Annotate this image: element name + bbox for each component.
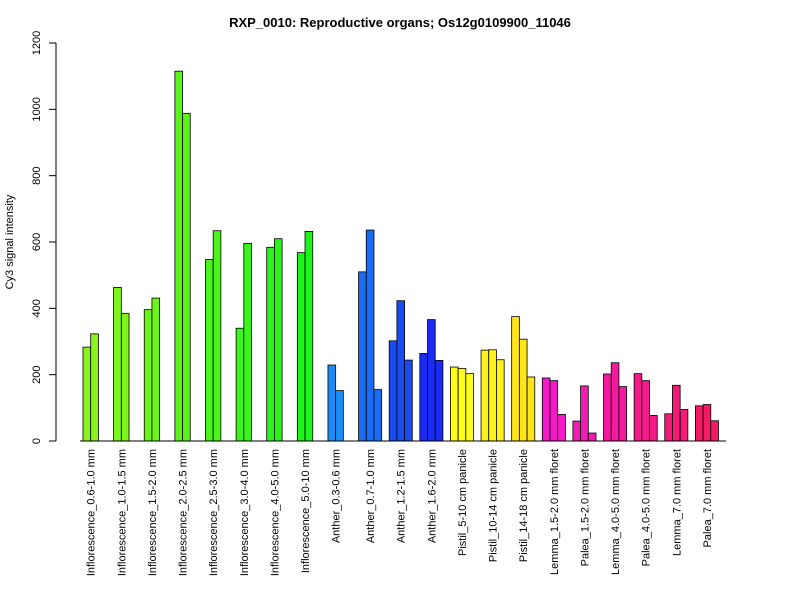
- bar: [587, 432, 597, 442]
- bar: [182, 112, 191, 442]
- bar: [434, 359, 444, 442]
- category-label: Lemma_4.0-5.0 mm floret: [610, 449, 622, 575]
- category-label: Inflorescence_2.5-3.0 mm: [208, 449, 220, 576]
- bar: [649, 415, 658, 442]
- bar: [572, 420, 582, 442]
- bar: [664, 413, 673, 442]
- bar: [365, 229, 375, 442]
- bar: [404, 359, 413, 442]
- bar: [151, 297, 161, 442]
- bar: [82, 346, 92, 442]
- category-label: Inflorescence_1.5-2.0 mm: [147, 449, 159, 576]
- bar: [672, 384, 681, 442]
- bar: [427, 319, 436, 442]
- bar: [358, 271, 367, 442]
- y-tick-label: 400: [31, 299, 43, 317]
- bar: [496, 359, 505, 442]
- bar: [679, 409, 689, 442]
- y-tick-label: 600: [31, 233, 43, 251]
- y-axis-label: Cy3 signal intensity: [4, 194, 16, 289]
- bar: [702, 404, 712, 442]
- y-tick-label: 1200: [31, 31, 43, 55]
- category-label: Anther_0.7-1.0 mm: [365, 449, 377, 543]
- bar: [541, 377, 551, 442]
- bar: [465, 373, 474, 442]
- bar: [610, 362, 620, 442]
- category-label: Inflorescence_2.0-2.5 mm: [178, 449, 190, 576]
- category-label: Anther_1.2-1.5 mm: [396, 449, 408, 543]
- bar: [480, 349, 490, 442]
- bar: [618, 386, 628, 442]
- bar: [90, 333, 99, 442]
- bar: [296, 252, 306, 442]
- category-label: Pistil_5-10 cm panicle: [457, 449, 469, 556]
- bar: [518, 338, 528, 442]
- category-label: Anther_0.3-0.6 mm: [331, 449, 343, 543]
- category-label: Inflorescence_1.0-1.5 mm: [116, 449, 128, 576]
- bar: [511, 316, 520, 442]
- category-label: Inflorescence_4.0-5.0 mm: [269, 449, 281, 576]
- category-label: Pistil_14-18 cm panicle: [518, 449, 530, 562]
- y-tick-label: 800: [31, 166, 43, 184]
- chart-title: RXP_0010: Reproductive organs; Os12g0109…: [229, 15, 571, 30]
- bar: [488, 349, 497, 442]
- bar: [174, 70, 183, 442]
- bar: [450, 366, 459, 442]
- bar: [457, 367, 467, 442]
- bar: [641, 380, 650, 442]
- category-label: Anther_1.6-2.0 mm: [426, 449, 438, 543]
- bar: [710, 420, 719, 442]
- bar: [113, 287, 122, 442]
- category-label: Palea_1.5-2.0 mm floret: [579, 449, 591, 566]
- bar: [120, 312, 130, 442]
- bar: [633, 373, 643, 442]
- bar: [235, 327, 245, 442]
- category-label: Pistil_10-14 cm panicle: [488, 449, 500, 562]
- bar: [143, 309, 153, 442]
- bar: [327, 364, 337, 442]
- bar: [388, 340, 398, 442]
- category-label: Palea_7.0 mm floret: [702, 449, 714, 547]
- bar: [694, 405, 704, 442]
- category-label: Lemma_1.5-2.0 mm floret: [549, 449, 561, 575]
- y-tick-label: 0: [31, 438, 43, 444]
- bar: [549, 380, 559, 442]
- bar: [419, 353, 428, 442]
- bars: [82, 70, 719, 442]
- bar: [603, 373, 612, 442]
- bar: [335, 390, 344, 442]
- bar: [266, 246, 275, 442]
- category-label: Lemma_7.0 mm floret: [671, 449, 683, 556]
- bar: [396, 300, 405, 442]
- category-labels: Inflorescence_0.6-1.0 mm Inflorescence_1.…: [86, 449, 714, 576]
- y-tick-label: 1000: [31, 97, 43, 121]
- category-label: Inflorescence_5.0-10 mm: [300, 449, 312, 573]
- bar: [274, 238, 283, 442]
- bar: [557, 414, 566, 442]
- bar: [212, 230, 222, 442]
- bar: [373, 389, 383, 442]
- category-label: Palea_4.0-5.0 mm floret: [641, 449, 653, 566]
- category-label: Inflorescence_3.0-4.0 mm: [239, 449, 251, 576]
- bar: [580, 385, 589, 442]
- bar: [304, 230, 314, 442]
- bar: [205, 259, 214, 442]
- category-label: Inflorescence_0.6-1.0 mm: [86, 449, 98, 576]
- y-tick-label: 200: [31, 365, 43, 383]
- bar: [526, 376, 536, 442]
- bar: [243, 242, 252, 442]
- y-axis: 0 200 400 600 800 1000 1200: [31, 31, 57, 444]
